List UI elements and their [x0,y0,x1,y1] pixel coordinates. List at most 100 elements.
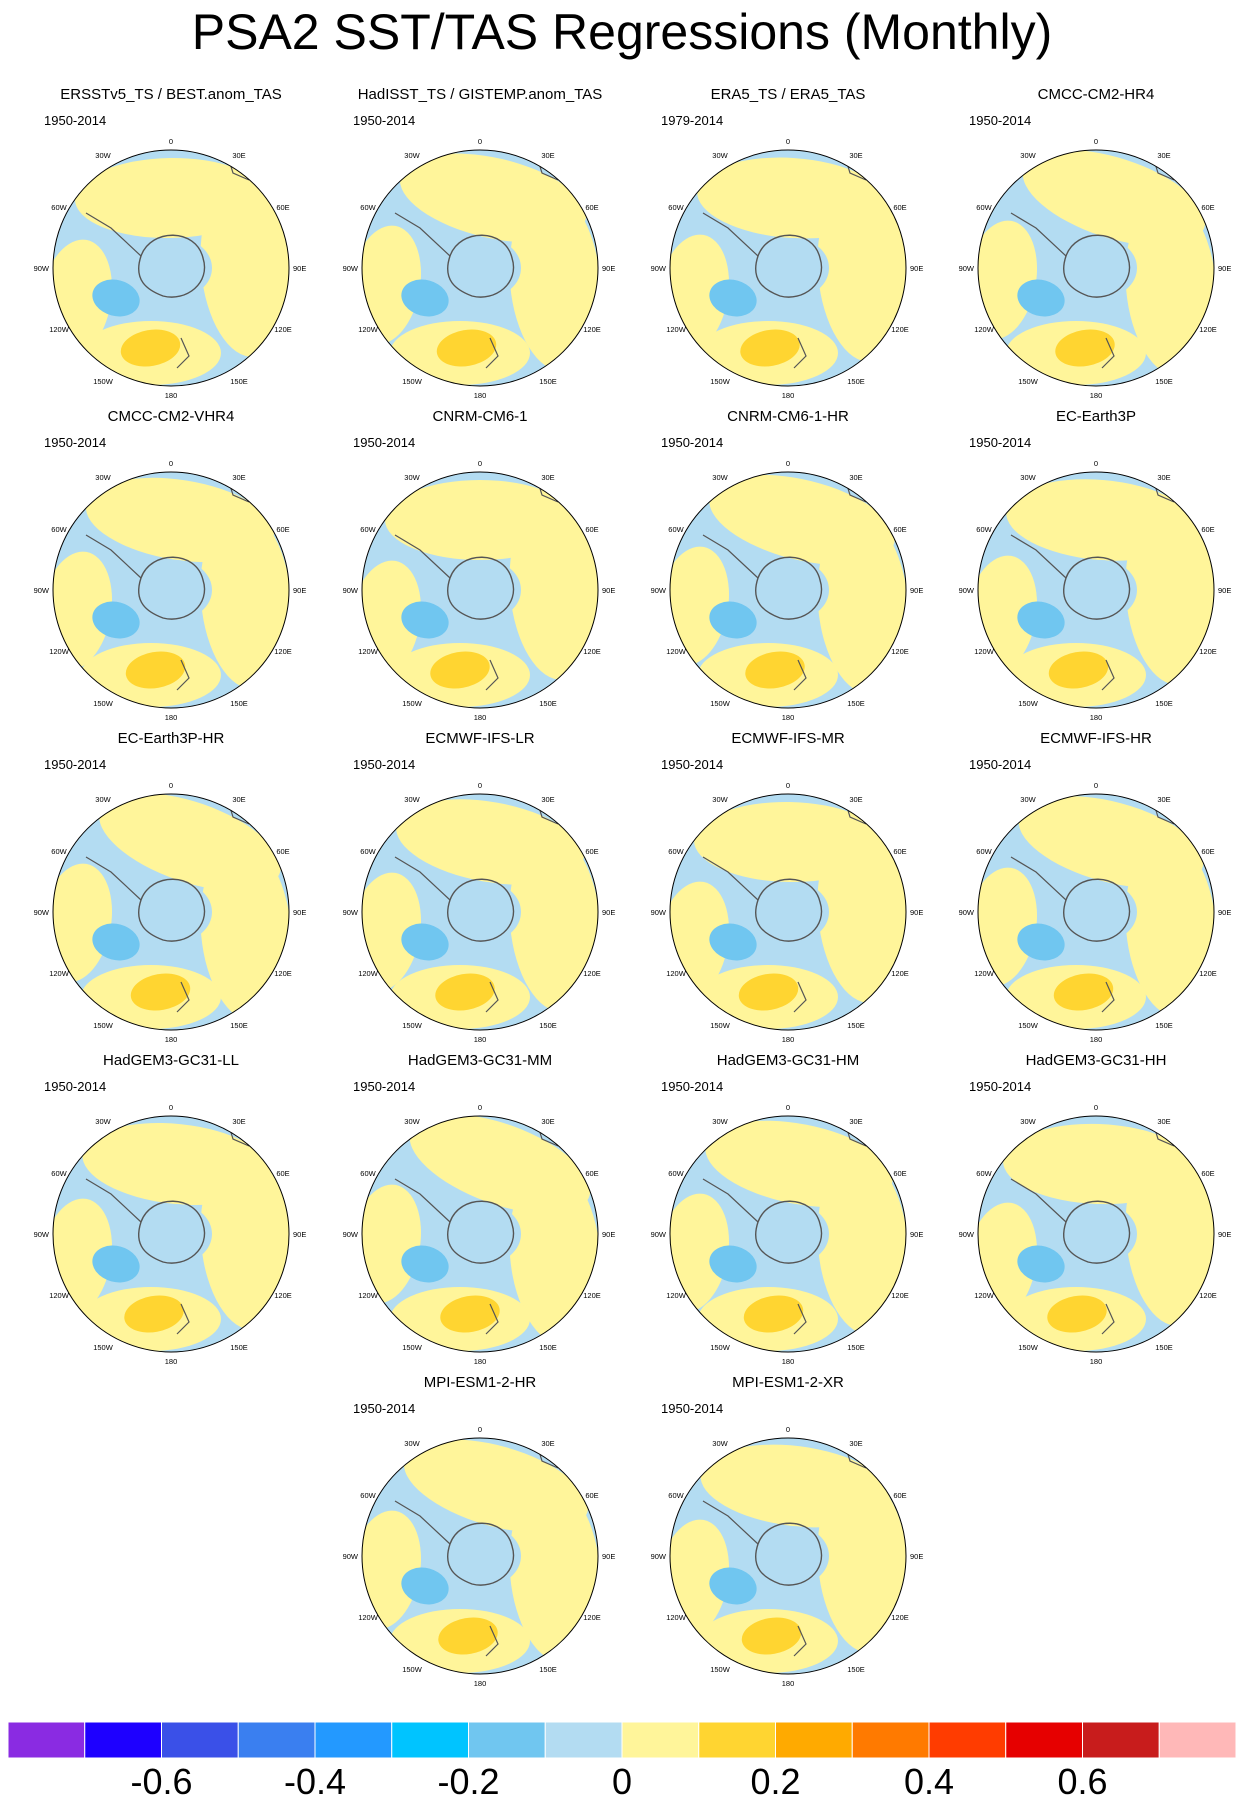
regression-field [670,794,906,1030]
panel-period: 1950-2014 [969,1079,1032,1094]
regression-field [362,472,598,708]
panel-title: CNRM-CM6-1-HR [727,408,849,425]
map-panel: CMCC-CM2-HR4 1950-2014 0 180 30W 30E 60W 60E 90W… [946,86,1244,400]
negative-anomaly-region [140,238,212,298]
panel-period: 1950-2014 [44,757,107,772]
positive-anomaly-region [817,1155,906,1335]
new-zealand-coastline [485,981,499,1013]
map-boundary [361,149,599,387]
longitude-label: 150W [402,1665,423,1674]
longitude-label: 150W [402,1021,423,1030]
longitude-label: 0 [169,1103,173,1112]
longitude-label: 150W [710,699,731,708]
panel-period: 1950-2014 [661,1401,724,1416]
new-zealand-coastline [176,981,190,1013]
polar-map: 0 180 30W 30E 60W 60E 90W 90E 120W 120E 150W 150E [34,1103,307,1366]
longitude-label: 60W [668,847,684,856]
polar-map: 0 180 30W 30E 60W 60E 90W 90E 120W 120E 150W 150E [651,137,924,400]
longitude-label: 90E [1218,908,1231,917]
longitude-label: 0 [1094,781,1098,790]
colorbar-tick-label: -0.6 [130,1761,193,1802]
negative-anomaly-region [449,1204,521,1264]
longitude-label: 0 [169,459,173,468]
new-zealand-coastline [485,337,499,369]
strong-positive-anomaly [125,651,186,689]
positive-anomaly-region [1125,196,1214,376]
positive-anomaly-region [200,1150,289,1330]
longitude-label: 60W [360,1169,376,1178]
colorbar-tick-label: 0 [611,1761,633,1802]
longitude-label: 150E [539,377,557,386]
longitude-label: 60W [668,525,684,534]
polar-map: 0 180 30W 30E 60W 60E 90W 90E 120W 120E 150W 150E [34,137,307,400]
longitude-label: 90E [293,908,306,917]
negative-anomaly-region [1065,238,1137,298]
longitude-label: 60W [51,847,67,856]
longitude-label: 90E [293,586,306,595]
antarctica-coastline [1063,1200,1131,1264]
longitude-label: 30W [712,1439,728,1448]
longitude-label: 120W [666,325,687,334]
longitude-label: 90W [343,264,359,273]
colorbar-swatch [1005,1722,1083,1758]
longitude-label: 30W [1020,473,1036,482]
strong-negative-anomaly [1017,1245,1065,1283]
strong-negative-anomaly [709,923,757,961]
longitude-label: 90E [910,264,923,273]
antarctica-coastline [138,234,206,298]
antarctica-coastline [1063,234,1131,298]
longitude-label: 60W [360,1491,376,1500]
polar-map: 0 180 30W 30E 60W 60E 90W 90E 120W 120E 150W 150E [34,459,307,722]
colorbar-tick-label: 0.6 [1057,1761,1108,1802]
longitude-label: 120W [49,1291,70,1300]
strong-positive-anomaly [438,1617,498,1655]
new-zealand-coastline [793,1303,807,1335]
panel-title: MPI-ESM1-2-HR [423,1374,537,1391]
longitude-label: 0 [786,137,790,146]
negative-anomaly-region [449,238,521,298]
longitude-label: 120W [358,325,379,334]
panel-title: ERSSTv5_TS / BEST.anom_TAS [60,86,282,103]
panel-title: HadGEM3-GC31-HM [716,1052,860,1069]
longitude-label: 30E [1157,151,1170,160]
longitude-label: 60E [1201,203,1214,212]
longitude-label: 60E [276,1169,289,1178]
negative-anomaly-region [449,560,521,620]
panel-period: 1950-2014 [353,1401,416,1416]
longitude-label: 30W [404,1117,420,1126]
colorbar-tick-label: -0.4 [283,1761,347,1802]
colorbar-tick-label: 0.2 [750,1761,801,1802]
longitude-label: 0 [786,1425,790,1434]
positive-anomaly-region [200,509,289,689]
longitude-label: 150E [1155,699,1173,708]
strong-negative-anomaly [401,601,449,639]
polar-map: 0 180 30W 30E 60W 60E 90W 90E 120W 120E 150W 150E [651,781,924,1044]
south-america-coastline [85,212,142,257]
longitude-label: 120E [891,969,909,978]
longitude-label: 30W [1020,795,1036,804]
strong-positive-anomaly [740,329,800,367]
antarctica-coastline [447,878,515,942]
longitude-label: 180 [474,1357,487,1366]
new-zealand-coastline [1101,981,1115,1013]
map-panel: ECMWF-IFS-LR 1950-2014 0 180 30W 30E 60W 60E 90W… [330,730,630,1044]
regression-field [362,150,598,386]
longitude-label: 90W [959,908,975,917]
longitude-label: 150W [402,377,423,386]
strong-positive-anomaly [430,651,490,689]
map-boundary [669,1115,907,1353]
panel-title: MPI-ESM1-2-XR [732,1374,844,1391]
strong-positive-anomaly [738,973,799,1011]
longitude-label: 60E [893,847,906,856]
regression-field [978,1116,1214,1352]
south-america-coastline [1010,534,1067,579]
longitude-label: 180 [782,1035,795,1044]
strong-negative-anomaly [1017,923,1065,961]
strong-negative-anomaly [92,601,140,639]
longitude-label: 120E [583,647,601,656]
regression-field [53,1116,289,1352]
map-boundary [361,793,599,1031]
longitude-label: 150E [847,377,865,386]
positive-anomaly-region [1125,837,1214,1017]
longitude-label: 120W [49,969,70,978]
